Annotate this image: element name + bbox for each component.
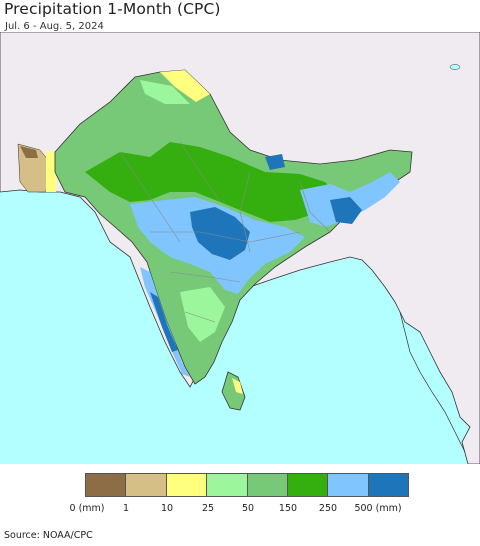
legend-label: 25 [201, 503, 215, 514]
north-himalaya-dry [160, 70, 210, 102]
legend-color-bar [85, 473, 409, 497]
legend-swatch [368, 474, 408, 496]
date-range: Jul. 6 - Aug. 5, 2024 [5, 21, 104, 32]
central-dark-blue [190, 207, 250, 260]
east-dark-blue [330, 197, 362, 224]
legend-swatch [328, 474, 369, 496]
legend-swatch [207, 474, 248, 496]
map-title: Precipitation 1-Month (CPC) [4, 0, 221, 18]
legend-swatch [126, 474, 167, 496]
legend-swatch [247, 474, 288, 496]
west-coast-dark-blue [150, 292, 178, 352]
south-green [180, 287, 225, 342]
legend-label: 250 [318, 503, 338, 514]
tibet-lake [449, 64, 461, 70]
internal-borders [119, 141, 331, 323]
sri-lanka-dry [232, 378, 243, 394]
legend-label: 150 [278, 503, 298, 514]
legend-label: 0 (mm) [69, 503, 105, 514]
legend-swatch [86, 474, 127, 496]
legend-label: 50 [241, 503, 255, 514]
north-himalaya-light [140, 80, 190, 104]
central-heavy-green [85, 142, 340, 222]
legend-swatch [287, 474, 329, 496]
legend-swatch [166, 474, 208, 496]
northeast-dark-blue [265, 154, 285, 170]
west-dry-core [20, 146, 38, 158]
map-svg [0, 32, 480, 464]
legend-label: 1 [122, 503, 130, 514]
southeast-asia-coast [399, 311, 466, 453]
legend-label: 10 [160, 503, 174, 514]
source-credit: Source: NOAA/CPC [4, 530, 93, 541]
legend-label: 500 (mm) [354, 503, 402, 514]
precipitation-map [0, 32, 480, 464]
sri-lanka [221, 371, 246, 411]
